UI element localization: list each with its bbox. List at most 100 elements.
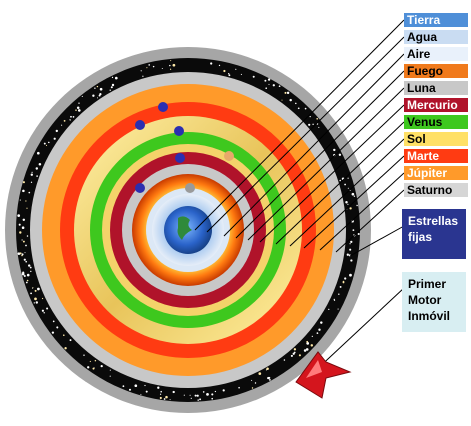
- star: [22, 218, 26, 222]
- leader-saturno: [335, 189, 405, 253]
- star: [199, 398, 202, 401]
- star: [17, 214, 21, 217]
- star: [278, 85, 281, 88]
- star: [99, 92, 102, 96]
- star: [211, 397, 214, 400]
- star: [311, 335, 313, 337]
- star: [286, 91, 290, 95]
- star: [83, 354, 85, 356]
- star: [19, 199, 21, 201]
- star: [96, 97, 99, 99]
- leader-lines: [194, 19, 405, 373]
- star: [295, 102, 297, 105]
- star: [18, 223, 21, 226]
- legend-agua: Agua: [404, 30, 468, 44]
- star: [30, 270, 32, 273]
- leader-venus: [275, 121, 405, 245]
- star: [25, 281, 28, 284]
- star: [19, 231, 22, 234]
- planet-dot: [135, 183, 145, 193]
- star: [251, 379, 253, 381]
- primer-motor-line3: Inmóvil: [408, 309, 451, 323]
- star: [17, 252, 21, 256]
- star: [61, 124, 63, 126]
- star: [23, 274, 26, 278]
- star: [189, 394, 191, 396]
- star: [357, 232, 360, 236]
- leader-sol: [289, 138, 405, 247]
- leader-estrellas: [349, 225, 405, 257]
- star: [316, 117, 319, 120]
- star: [43, 312, 45, 314]
- star: [36, 175, 38, 177]
- star: [254, 382, 257, 384]
- star: [338, 293, 340, 295]
- star: [339, 179, 341, 182]
- star: [41, 309, 45, 312]
- star: [304, 107, 307, 110]
- star: [290, 354, 293, 357]
- star: [349, 243, 351, 245]
- star: [148, 64, 151, 66]
- star: [347, 203, 349, 205]
- star: [267, 78, 271, 81]
- leader-marte: [303, 155, 405, 249]
- star: [272, 84, 275, 87]
- star: [292, 352, 295, 355]
- estrellas-line2: fijas: [408, 230, 433, 244]
- star: [114, 76, 118, 80]
- star: [159, 396, 162, 400]
- star: [349, 248, 352, 251]
- star: [328, 308, 330, 311]
- star: [305, 348, 309, 351]
- star: [172, 390, 175, 394]
- star: [34, 297, 37, 301]
- legend-estrellas-fijas: Estrellas fijas: [402, 209, 466, 259]
- star: [170, 60, 172, 62]
- star: [190, 397, 192, 399]
- star: [100, 364, 103, 368]
- star: [78, 102, 80, 104]
- star: [128, 388, 132, 391]
- primer-motor-line2: Motor: [408, 293, 442, 307]
- star: [211, 393, 214, 396]
- star: [19, 252, 22, 255]
- star: [293, 348, 297, 351]
- star: [76, 106, 80, 109]
- star: [251, 387, 254, 389]
- star: [31, 287, 34, 289]
- star: [110, 86, 113, 89]
- legend-tierra: Tierra: [404, 13, 468, 27]
- star: [77, 109, 81, 112]
- star: [21, 239, 23, 241]
- star: [252, 75, 255, 78]
- star: [223, 69, 226, 73]
- legend-sol: Sol: [404, 132, 468, 146]
- star: [306, 342, 310, 345]
- star: [297, 107, 300, 110]
- star: [157, 386, 160, 389]
- star: [22, 181, 25, 184]
- star: [318, 328, 321, 331]
- star: [349, 207, 352, 210]
- star: [222, 389, 225, 392]
- legend-luna: Luna: [404, 81, 468, 95]
- leader-luna: [247, 87, 405, 241]
- star: [56, 326, 59, 329]
- star: [228, 74, 231, 77]
- star: [75, 109, 77, 111]
- leader-jupiter: [319, 172, 405, 251]
- star: [23, 258, 26, 261]
- star: [172, 63, 176, 67]
- star: [63, 334, 65, 336]
- star: [342, 280, 345, 283]
- star: [289, 98, 292, 102]
- star: [310, 344, 314, 347]
- star: [316, 332, 319, 334]
- star: [210, 62, 213, 65]
- star: [152, 65, 155, 68]
- star: [28, 191, 31, 194]
- star: [69, 119, 71, 121]
- star: [284, 91, 287, 94]
- star: [283, 359, 286, 361]
